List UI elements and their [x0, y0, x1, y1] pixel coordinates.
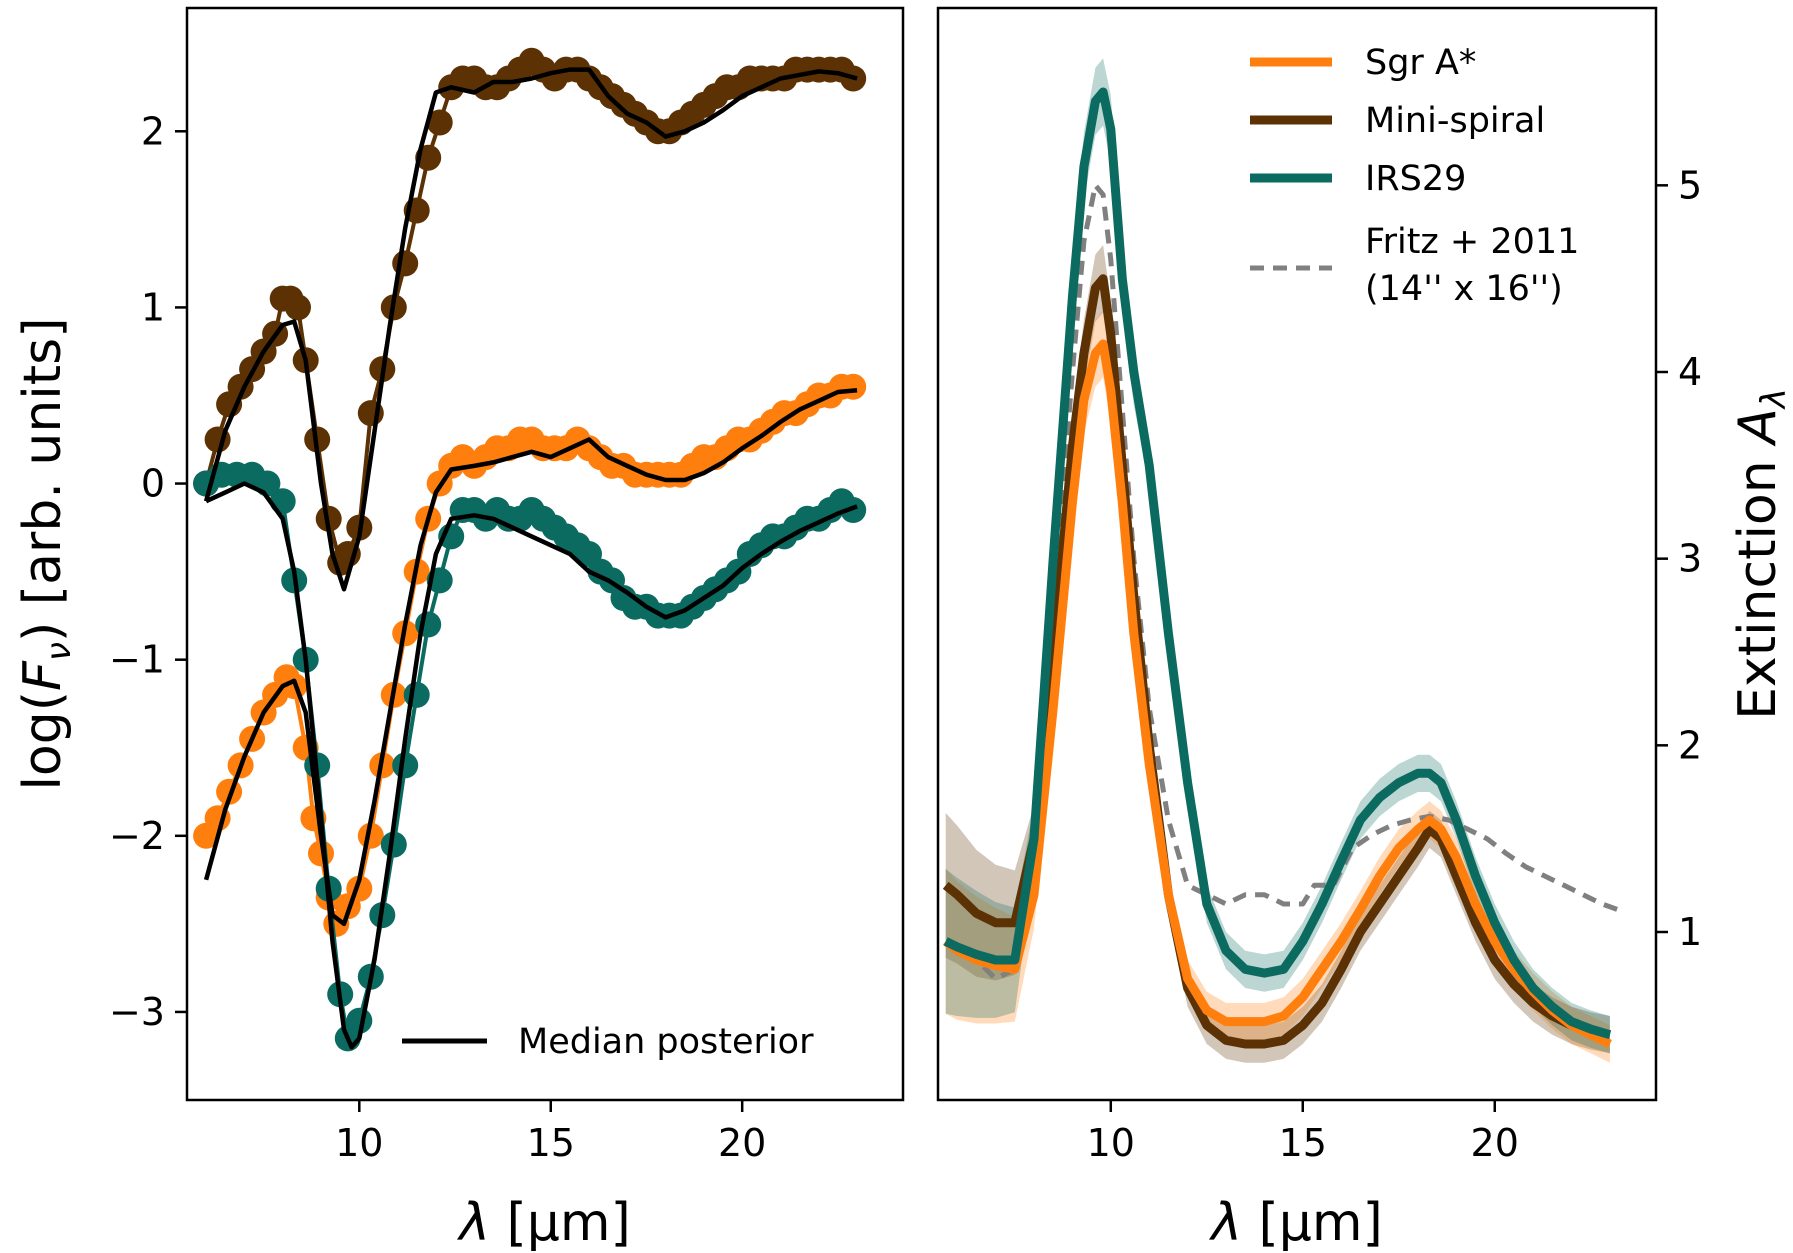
left-x-tick-label: 15 — [527, 1121, 575, 1165]
line-irs29 — [943, 87, 1612, 1040]
point-irs29-data — [269, 488, 296, 515]
left-x-tick-label: 20 — [718, 1121, 766, 1165]
right-x-tick-label: 10 — [1087, 1121, 1135, 1165]
left-legend: Median posterior — [402, 1022, 814, 1062]
line-mini-spiral — [942, 274, 1611, 1049]
left-y-tick-label: 1 — [141, 285, 165, 329]
band-sgr-a — [945, 310, 1610, 1063]
legend-label-sgr-a: Sgr A* — [1365, 43, 1476, 83]
right-y-tick-label: 1 — [1678, 910, 1702, 954]
legend-label-mini-spiral: Mini-spiral — [1365, 101, 1545, 141]
line-fritz-2011 — [944, 182, 1619, 982]
right-legend: Sgr A* Mini-spiral IRS29 Fritz + 2011 (1… — [1250, 43, 1579, 309]
left-y-tick-label: 0 — [141, 462, 165, 506]
left-y-tick-label: −1 — [109, 638, 165, 682]
right-y-tick-label: 4 — [1678, 350, 1702, 394]
right-y-tick-label: 5 — [1678, 163, 1702, 207]
left-y-axis-label: log(Fν) [arb. units] — [13, 317, 79, 790]
line-sgr-a — [942, 339, 1612, 1049]
point-sgr-a-data — [840, 373, 867, 400]
line-median-posterior-sgr-a — [203, 387, 858, 927]
point-mini-spiral-data — [426, 109, 453, 136]
legend-label-fritz-2011-aperture: (14'' x 16'') — [1365, 269, 1563, 309]
right-x-tick-label: 15 — [1279, 1121, 1327, 1165]
line-median-posterior-mini-spiral — [203, 67, 858, 592]
band-irs29 — [945, 58, 1610, 1054]
right-plot-frame — [936, 6, 1658, 1102]
point-irs29-data — [403, 681, 430, 708]
right-y-tick-label: 3 — [1678, 537, 1702, 581]
right-panel: 10 15 20 1 2 3 4 5 Sgr A* Mini-spiral IRS29 Fri… — [936, 6, 1793, 1253]
band-mini-spiral — [945, 245, 1610, 1063]
left-y-tick-label: −3 — [109, 990, 165, 1034]
point-mini-spiral-data — [285, 294, 311, 321]
left-y-tick-label: 2 — [141, 109, 165, 153]
line-median-posterior-irs29 — [205, 481, 858, 1050]
right-y-axis-label: Extinction Aλ — [1728, 388, 1793, 720]
right-x-axis-label: λ [µm] — [1208, 1193, 1383, 1253]
left-x-axis-label: λ [µm] — [456, 1193, 631, 1253]
legend-label-fritz-2011: Fritz + 2011 — [1365, 222, 1579, 262]
legend-label-median-posterior: Median posterior — [518, 1022, 814, 1062]
legend-label-irs29: IRS29 — [1365, 159, 1466, 199]
left-x-tick-label: 10 — [335, 1121, 383, 1165]
right-y-tick-label: 2 — [1678, 723, 1702, 767]
point-irs29-data — [380, 831, 407, 858]
left-y-tick-label: −2 — [109, 814, 165, 858]
left-plot-frame — [185, 6, 905, 1102]
point-irs29-data — [392, 752, 419, 779]
right-x-tick-label: 20 — [1471, 1121, 1519, 1165]
